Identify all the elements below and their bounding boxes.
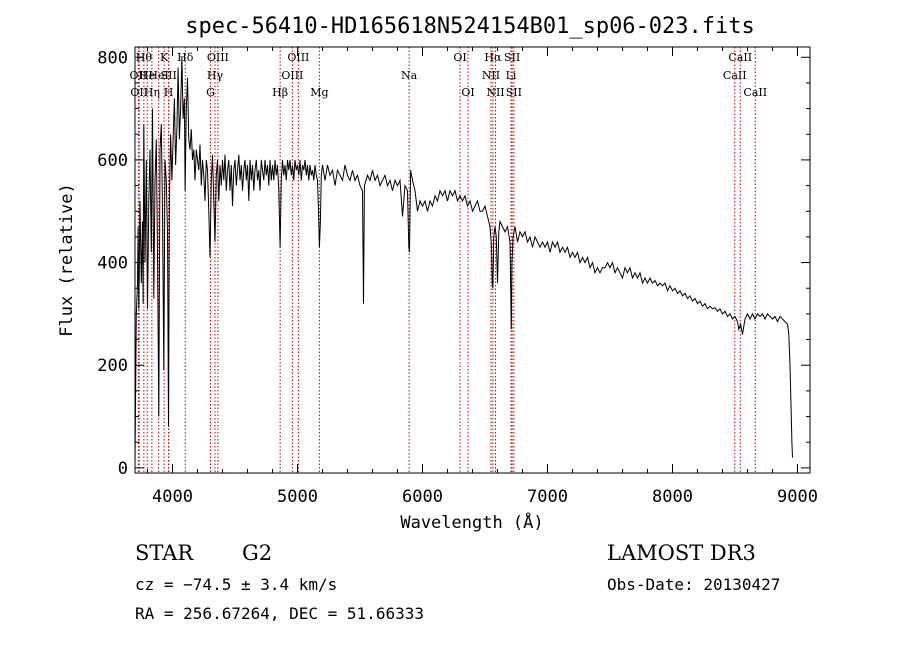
line-marker-label-0: OII xyxy=(130,69,148,82)
line-marker-label-2: Hθ xyxy=(136,51,153,64)
line-marker-label-20: NII xyxy=(482,69,500,82)
x-tick-label-1: 5000 xyxy=(277,487,318,507)
x-tick-label-3: 7000 xyxy=(527,487,568,507)
line-marker-label-14: OIII xyxy=(281,69,303,82)
line-marker-label-11: Hγ xyxy=(207,69,224,82)
spectrum-line xyxy=(134,57,793,463)
line-marker-label-24: SII xyxy=(504,51,520,64)
x-tick-label-2: 6000 xyxy=(402,487,443,507)
line-marker-label-19: OI xyxy=(461,86,474,99)
line-marker-label-10: G xyxy=(206,86,215,99)
y-axis-label: Flux (relative) xyxy=(57,183,77,337)
line-marker-label-28: CaII xyxy=(743,86,767,99)
x-tick-label-0: 4000 xyxy=(152,487,193,507)
line-marker-label-21: Hα xyxy=(484,51,502,64)
line-marker-label-13: Hβ xyxy=(272,86,288,99)
y-tick-label-2: 400 xyxy=(97,254,128,274)
line-marker-label-9: Hδ xyxy=(177,51,194,64)
y-axis-ticks: 0 200 400 600 800 xyxy=(97,48,810,479)
y-tick-label-0: 0 xyxy=(118,459,128,479)
y-tick-label-1: 200 xyxy=(97,356,128,376)
line-marker-label-15: OIII xyxy=(287,51,309,64)
line-marker-label-22: NII xyxy=(486,86,504,99)
line-marker-label-17: Na xyxy=(401,69,418,82)
line-marker-label-4: Hη xyxy=(144,86,160,99)
line-marker-label-12: OIII xyxy=(207,51,229,64)
y-tick-label-4: 800 xyxy=(97,48,128,68)
line-marker-label-18: OI xyxy=(453,51,466,64)
x-axis-ticks: 4000 5000 6000 7000 8000 9000 xyxy=(147,47,818,507)
x-axis-label: Wavelength (Å) xyxy=(400,511,543,533)
line-marker-label-7: H xyxy=(164,86,174,99)
y-tick-label-3: 600 xyxy=(97,151,128,171)
line-marker-label-group: OIIOIIHθHeHηHeIKHSIIHδGHγOIIIHβOIIIOIIIM… xyxy=(130,51,768,99)
line-marker-label-8: SII xyxy=(161,69,177,82)
line-marker-group xyxy=(137,47,756,473)
line-marker-label-16: Mg xyxy=(310,86,328,99)
survey-name: LAMOST DR3 xyxy=(607,541,756,565)
x-tick-label-4: 8000 xyxy=(652,487,693,507)
line-marker-label-3: He xyxy=(139,69,155,82)
x-tick-label-5: 9000 xyxy=(777,487,818,507)
observation-date: Obs-Date: 20130427 xyxy=(607,575,780,594)
line-marker-label-23: Li xyxy=(506,69,517,82)
line-marker-label-27: CaII xyxy=(728,51,752,64)
line-marker-label-26: CaII xyxy=(723,69,747,82)
object-subclass: G2 xyxy=(242,541,272,565)
coordinate-readout: RA = 256.67264, DEC = 51.66333 xyxy=(135,604,424,623)
line-marker-label-5: HeI xyxy=(148,69,168,82)
line-marker-label-25: SII xyxy=(506,86,522,99)
redshift-readout: cz = −74.5 ± 3.4 km/s xyxy=(135,575,337,594)
plot-frame xyxy=(134,46,811,474)
object-class: STAR xyxy=(135,541,194,565)
line-marker-label-6: K xyxy=(160,51,169,64)
chart-title: spec-56410-HD165618N524154B01_sp06-023.f… xyxy=(185,14,755,39)
